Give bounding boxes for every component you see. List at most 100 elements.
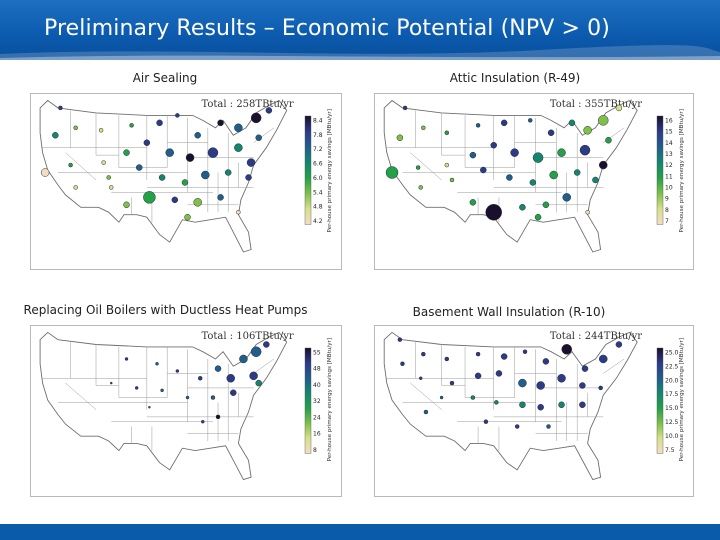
map-svg: Total : 106TBtu/yr 55 48 40 32 24 16 8 Per-house… (39, 331, 333, 481)
savings-bubble (536, 381, 545, 390)
savings-bubble (98, 128, 104, 133)
savings-bubble (224, 169, 232, 176)
state-border (65, 152, 97, 181)
savings-bubble (615, 341, 623, 348)
savings-bubble (421, 351, 426, 357)
savings-bubble (245, 174, 252, 181)
savings-bubble (181, 179, 189, 186)
savings-bubble (52, 132, 59, 139)
savings-bubble (562, 193, 571, 202)
savings-bubble (532, 152, 544, 163)
slide-footer-bar (0, 524, 720, 540)
savings-bubble (234, 143, 243, 152)
savings-bubble (529, 179, 537, 186)
savings-bubble (156, 119, 163, 127)
total-savings-label: Total : 355TBtu/yr (550, 99, 642, 110)
savings-bubble (400, 361, 405, 367)
savings-bubble (185, 395, 190, 400)
savings-bubble (58, 105, 63, 111)
map-panel-basement-wall: Total : 244TBtu/yr 25.0 22.5 20.0 17.5 15.0 12… (374, 325, 694, 497)
savings-bubble (557, 148, 566, 157)
savings-bubble (506, 174, 513, 181)
us-states-basemap (39, 331, 288, 481)
savings-bubble (135, 164, 143, 171)
savings-bubble (185, 153, 195, 162)
colorbar-tick-label: 15.0 (665, 405, 679, 412)
panel-title-attic-insulation: Attic Insulation (R-49) (449, 71, 581, 85)
savings-bubble (184, 213, 191, 221)
state-border (253, 358, 275, 374)
colorbar-axis-label: Per-house primary energy savings [MBtu/y… (679, 109, 685, 232)
savings-bubble (263, 341, 270, 348)
savings-bubble (160, 388, 164, 393)
savings-bubble (250, 346, 262, 357)
savings-bubble (475, 351, 481, 357)
savings-bubble (265, 107, 273, 114)
state-border (410, 152, 442, 181)
savings-bubble (421, 125, 426, 131)
savings-bubble (573, 169, 581, 176)
colorbar-axis-label: Per-house primary energy savings [MBtu/y… (679, 338, 685, 461)
savings-bubble (134, 386, 139, 390)
colorbar-tick-label: 25.0 (665, 350, 679, 357)
savings-bubble (542, 201, 550, 209)
savings-bubble (175, 369, 180, 373)
savings-bubble (217, 194, 224, 201)
state-border (603, 358, 625, 374)
savings-bubble (585, 210, 590, 215)
colorbar-tick-label: 14 (665, 140, 673, 147)
savings-bubble (598, 115, 609, 126)
savings-bubble (444, 162, 450, 168)
colorbar-tick-label: 40 (313, 382, 321, 389)
savings-bubble (418, 376, 423, 381)
colorbar-tick-label: 9 (665, 196, 669, 203)
savings-bubbles (385, 104, 623, 221)
savings-bubble (215, 414, 221, 420)
total-savings-label: Total : 106TBtu/yr (202, 331, 294, 342)
savings-bubble (605, 136, 612, 144)
savings-bubble (546, 424, 551, 429)
savings-bubble (226, 374, 235, 383)
panel-title-basement-wall: Basement Wall Insulation (R-10) (412, 305, 606, 319)
savings-bubble (155, 362, 159, 366)
savings-bubble (101, 160, 106, 165)
state-border (65, 382, 97, 410)
savings-bubble (579, 144, 591, 156)
savings-bubble (123, 149, 130, 156)
colorbar-tick-label: 48 (313, 366, 321, 373)
slide-header: Preliminary Results – Economic Potential… (0, 0, 720, 60)
savings-bubble (194, 132, 201, 139)
savings-bubble (568, 119, 576, 127)
savings-bubble (239, 354, 248, 364)
savings-bubble (123, 201, 130, 209)
colorbar-tick-label: 24 (313, 414, 321, 421)
savings-bubble (500, 353, 508, 360)
savings-bubble (201, 170, 210, 180)
savings-bubble (109, 185, 114, 190)
colorbar-tick-label: 11 (665, 173, 673, 180)
savings-bubble (214, 365, 222, 372)
savings-bubble (397, 337, 403, 342)
savings-bubble (197, 376, 203, 381)
savings-bubble (583, 126, 592, 135)
savings-bubble (549, 170, 558, 180)
savings-bubble (470, 395, 476, 400)
savings-bubble (439, 395, 444, 400)
state-border (410, 382, 442, 410)
savings-bubble (73, 185, 78, 190)
savings-bubble (534, 213, 542, 221)
savings-bubble (494, 400, 499, 405)
savings-bubble (615, 104, 623, 112)
savings-bubble (129, 123, 134, 128)
savings-bubble (449, 177, 455, 183)
savings-bubble (210, 395, 216, 400)
savings-bubble (480, 166, 487, 174)
colorbar-tick-label: 6.6 (313, 161, 323, 168)
colorbar-tick-label: 7.5 (665, 447, 675, 454)
colorbar-tick-label: 4.2 (313, 218, 323, 225)
savings-bubble (234, 123, 243, 133)
savings-bubble (175, 113, 180, 118)
savings-bubble (396, 134, 404, 141)
slide-title: Preliminary Results – Economic Potential… (44, 16, 610, 41)
colorbar (656, 115, 664, 225)
